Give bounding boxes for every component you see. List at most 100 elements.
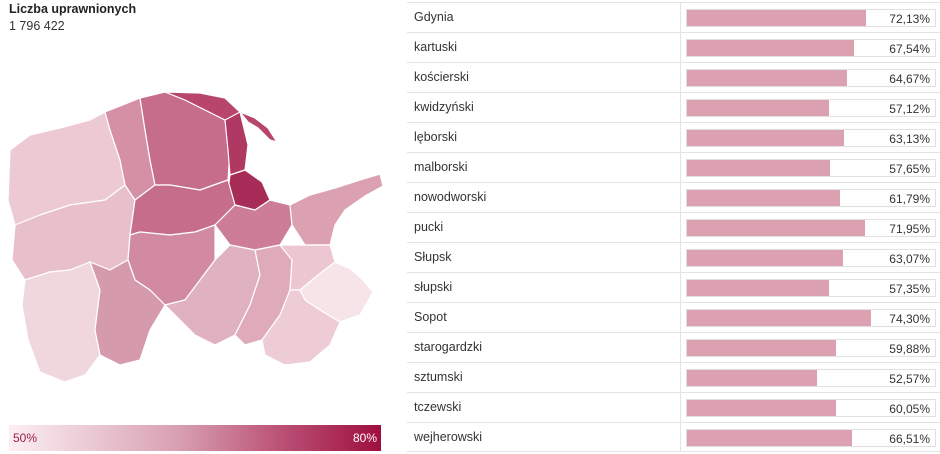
row-label: kościerski bbox=[414, 70, 469, 84]
table-row[interactable]: tczewski 60,05% bbox=[407, 392, 940, 422]
table-row[interactable]: Gdynia 72,13% bbox=[407, 2, 940, 32]
panel-value: 1 796 422 bbox=[9, 19, 65, 33]
row-label: Gdynia bbox=[414, 10, 454, 24]
row-label: słupski bbox=[414, 280, 453, 294]
bar-track: 71,95% bbox=[686, 219, 936, 237]
table-row[interactable]: nowodworski 61,79% bbox=[407, 182, 940, 212]
bar-track: 67,54% bbox=[686, 39, 936, 57]
bar-value-label: 57,12% bbox=[889, 102, 930, 116]
bar[interactable] bbox=[687, 130, 844, 146]
bar[interactable] bbox=[687, 220, 866, 236]
bar-value-label: 64,67% bbox=[889, 72, 930, 86]
map-panel: Liczba uprawnionych 1 796 422 50% 80 bbox=[0, 0, 392, 454]
column-divider bbox=[680, 393, 681, 422]
bar-track: 72,13% bbox=[686, 9, 936, 27]
column-divider bbox=[680, 93, 681, 122]
bar[interactable] bbox=[687, 400, 836, 416]
bar-track: 74,30% bbox=[686, 309, 936, 327]
choropleth-map bbox=[7, 91, 384, 383]
row-label: sztumski bbox=[414, 370, 463, 384]
bar[interactable] bbox=[687, 40, 855, 56]
column-divider bbox=[680, 153, 681, 182]
table-row[interactable]: lęborski 63,13% bbox=[407, 122, 940, 152]
bar[interactable] bbox=[687, 10, 866, 26]
bar-track: 64,67% bbox=[686, 69, 936, 87]
column-divider bbox=[680, 213, 681, 242]
table-row[interactable]: sztumski 52,57% bbox=[407, 362, 940, 392]
bar[interactable] bbox=[687, 100, 829, 116]
legend-max-label: 80% bbox=[352, 431, 377, 445]
bar-track: 57,65% bbox=[686, 159, 936, 177]
bar[interactable] bbox=[687, 340, 836, 356]
bar-value-label: 60,05% bbox=[889, 402, 930, 416]
map-region-south-central[interactable] bbox=[89, 259, 166, 366]
bar-value-label: 61,79% bbox=[889, 192, 930, 206]
bar-value-label: 57,35% bbox=[889, 282, 930, 296]
bar-track: 61,79% bbox=[686, 189, 936, 207]
panel-title: Liczba uprawnionych bbox=[9, 2, 137, 16]
bar-track: 66,51% bbox=[686, 429, 936, 447]
column-divider bbox=[680, 273, 681, 302]
row-label: starogardzki bbox=[414, 340, 483, 354]
row-label: kartuski bbox=[414, 40, 458, 54]
row-label: kwidzyński bbox=[414, 100, 474, 114]
bar-value-label: 59,88% bbox=[889, 342, 930, 356]
table-row[interactable]: słupski 57,35% bbox=[407, 272, 940, 302]
column-divider bbox=[680, 33, 681, 62]
bar[interactable] bbox=[687, 280, 830, 296]
bar-track: 52,57% bbox=[686, 369, 936, 387]
row-label: Słupsk bbox=[414, 250, 452, 264]
column-divider bbox=[680, 363, 681, 392]
row-label: wejherowski bbox=[414, 430, 483, 444]
column-divider bbox=[680, 423, 681, 452]
column-divider bbox=[680, 63, 681, 92]
bar[interactable] bbox=[687, 250, 844, 266]
legend-min-label: 50% bbox=[13, 431, 38, 445]
column-divider bbox=[680, 333, 681, 362]
bar-value-label: 63,13% bbox=[889, 132, 930, 146]
row-label: lęborski bbox=[414, 130, 458, 144]
bar[interactable] bbox=[687, 70, 848, 86]
table-row[interactable]: wejherowski 66,51% bbox=[407, 422, 940, 452]
color-scale-legend: 50% 80% bbox=[9, 425, 381, 451]
bar[interactable] bbox=[687, 310, 872, 326]
bar-track: 57,35% bbox=[686, 279, 936, 297]
bar[interactable] bbox=[687, 190, 841, 206]
bar-track: 63,07% bbox=[686, 249, 936, 267]
table-row[interactable]: kwidzyński 57,12% bbox=[407, 92, 940, 122]
bar-table: Gdynia 72,13% kartuski 67,54% kościerski 64,6… bbox=[407, 2, 940, 452]
row-label: malborski bbox=[414, 160, 468, 174]
row-label: nowodworski bbox=[414, 190, 487, 204]
map-region-southwest[interactable] bbox=[21, 261, 101, 383]
bar-value-label: 74,30% bbox=[889, 312, 930, 326]
row-label: pucki bbox=[414, 220, 444, 234]
bar-value-label: 63,07% bbox=[889, 252, 930, 266]
bar-track: 59,88% bbox=[686, 339, 936, 357]
table-row[interactable]: Słupsk 63,07% bbox=[407, 242, 940, 272]
table-row[interactable]: kościerski 64,67% bbox=[407, 62, 940, 92]
map-region-east-coast[interactable] bbox=[289, 173, 384, 246]
bar-track: 60,05% bbox=[686, 399, 936, 417]
bar-track: 57,12% bbox=[686, 99, 936, 117]
map-region-south-east[interactable] bbox=[261, 289, 341, 366]
table-row[interactable]: starogardzki 59,88% bbox=[407, 332, 940, 362]
bar-value-label: 67,54% bbox=[889, 42, 930, 56]
table-row[interactable]: kartuski 67,54% bbox=[407, 32, 940, 62]
column-divider bbox=[680, 303, 681, 332]
column-divider bbox=[680, 183, 681, 212]
bar-value-label: 72,13% bbox=[889, 12, 930, 26]
bar-track: 63,13% bbox=[686, 129, 936, 147]
column-divider bbox=[680, 3, 681, 32]
row-label: tczewski bbox=[414, 400, 462, 414]
table-row[interactable]: Sopot 74,30% bbox=[407, 302, 940, 332]
map-region-hel[interactable] bbox=[239, 111, 278, 143]
bar[interactable] bbox=[687, 370, 818, 386]
bar[interactable] bbox=[687, 430, 852, 446]
bar-value-label: 57,65% bbox=[889, 162, 930, 176]
bar-value-label: 52,57% bbox=[889, 372, 930, 386]
table-row[interactable]: pucki 71,95% bbox=[407, 212, 940, 242]
table-row[interactable]: malborski 57,65% bbox=[407, 152, 940, 182]
bar[interactable] bbox=[687, 160, 830, 176]
bar-value-label: 71,95% bbox=[889, 222, 930, 236]
column-divider bbox=[680, 123, 681, 152]
